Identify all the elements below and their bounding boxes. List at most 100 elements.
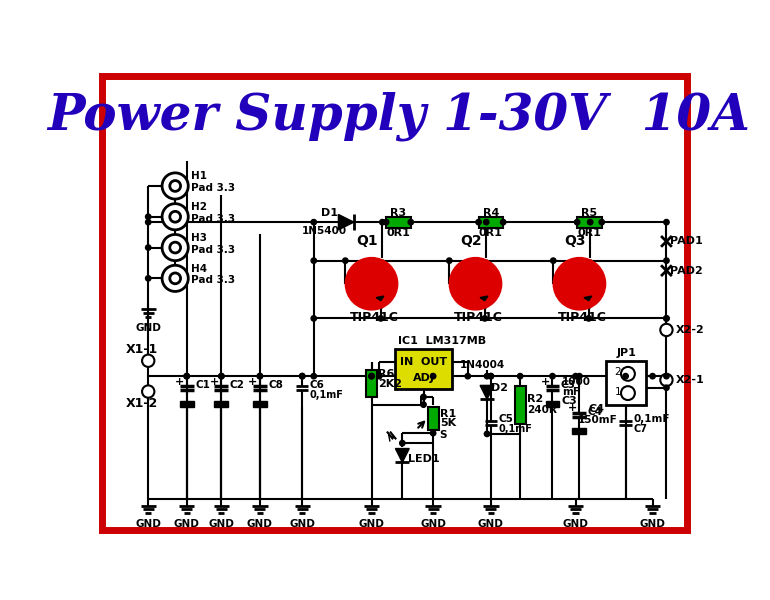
Circle shape — [146, 214, 151, 220]
Text: +: + — [209, 377, 219, 386]
Circle shape — [142, 385, 154, 398]
Circle shape — [661, 374, 673, 386]
Circle shape — [184, 373, 189, 379]
Circle shape — [664, 316, 669, 321]
Text: 0R1: 0R1 — [578, 228, 601, 238]
Circle shape — [184, 373, 189, 379]
Text: D1: D1 — [322, 208, 339, 218]
Text: H4
Pad 3.3: H4 Pad 3.3 — [191, 264, 235, 286]
Circle shape — [369, 373, 374, 379]
Circle shape — [586, 316, 591, 321]
Circle shape — [430, 430, 436, 436]
Circle shape — [343, 258, 348, 263]
Polygon shape — [480, 296, 488, 301]
Circle shape — [650, 373, 655, 379]
Text: H3
Pad 3.3: H3 Pad 3.3 — [191, 233, 235, 254]
Circle shape — [146, 220, 151, 225]
Circle shape — [311, 258, 316, 263]
Circle shape — [465, 373, 470, 379]
Text: GND: GND — [136, 323, 161, 333]
Polygon shape — [584, 296, 592, 301]
Circle shape — [484, 373, 490, 379]
Bar — [387, 217, 411, 227]
Text: D2: D2 — [491, 383, 508, 392]
Circle shape — [408, 220, 413, 225]
Circle shape — [599, 220, 604, 225]
Circle shape — [484, 220, 489, 225]
Text: 0R1: 0R1 — [479, 228, 503, 238]
Text: PAD1: PAD1 — [670, 236, 703, 247]
Text: IC1  LM317MB: IC1 LM317MB — [399, 337, 487, 346]
Text: R5: R5 — [581, 208, 598, 218]
Bar — [214, 401, 228, 407]
Circle shape — [146, 275, 151, 281]
Text: E: E — [419, 396, 427, 406]
Polygon shape — [376, 296, 384, 301]
Text: 1N5400: 1N5400 — [302, 226, 347, 236]
Text: X1-1: X1-1 — [126, 343, 158, 356]
Circle shape — [420, 402, 427, 407]
Text: C2: C2 — [229, 380, 245, 389]
Circle shape — [447, 258, 452, 263]
Text: C4: C4 — [588, 404, 604, 414]
Circle shape — [369, 373, 374, 379]
Text: GND: GND — [420, 520, 446, 529]
Text: 1: 1 — [614, 388, 621, 397]
Circle shape — [588, 220, 593, 225]
Circle shape — [169, 211, 180, 222]
Text: IN  OUT: IN OUT — [400, 357, 447, 367]
Text: 0,1mF: 0,1mF — [633, 414, 670, 424]
Text: 1N4004: 1N4004 — [460, 359, 505, 370]
Bar — [253, 401, 267, 407]
Circle shape — [577, 373, 582, 379]
Text: +: + — [248, 377, 257, 386]
Text: GND: GND — [174, 520, 199, 529]
Polygon shape — [480, 385, 494, 399]
Circle shape — [664, 385, 669, 391]
Text: mF: mF — [562, 386, 580, 397]
Bar — [367, 370, 377, 397]
Circle shape — [162, 173, 188, 199]
Text: 2K2: 2K2 — [379, 379, 403, 389]
Text: GND: GND — [136, 520, 161, 529]
Text: 0,1mF: 0,1mF — [310, 389, 343, 400]
Circle shape — [488, 373, 494, 379]
Circle shape — [420, 394, 427, 400]
Circle shape — [378, 316, 383, 321]
Text: 0R1: 0R1 — [387, 228, 410, 238]
Text: X1-2: X1-2 — [126, 397, 158, 410]
Circle shape — [311, 373, 316, 379]
Bar — [607, 361, 646, 406]
Text: C4: C4 — [588, 407, 603, 416]
Bar — [179, 401, 193, 407]
Circle shape — [380, 220, 385, 225]
Circle shape — [383, 220, 389, 225]
Text: 240R: 240R — [527, 404, 557, 415]
Circle shape — [573, 373, 578, 379]
Text: 0,1mF: 0,1mF — [499, 424, 532, 434]
Text: GND: GND — [209, 520, 234, 529]
Text: X2-1: X2-1 — [676, 375, 705, 385]
Text: Q3: Q3 — [564, 235, 585, 248]
Text: GND: GND — [359, 520, 384, 529]
Text: TIP41C: TIP41C — [557, 311, 607, 324]
Text: 150mF: 150mF — [578, 415, 618, 425]
Text: +: + — [175, 377, 184, 386]
Text: R6: R6 — [379, 369, 395, 379]
Circle shape — [169, 273, 180, 284]
Circle shape — [551, 258, 556, 263]
Circle shape — [345, 257, 397, 310]
Circle shape — [219, 373, 224, 379]
Text: GND: GND — [290, 520, 315, 529]
Bar — [394, 349, 453, 389]
Circle shape — [162, 235, 188, 260]
Circle shape — [664, 373, 669, 379]
Text: Q2: Q2 — [460, 235, 482, 248]
Circle shape — [553, 257, 605, 310]
Circle shape — [476, 220, 481, 225]
Text: C6: C6 — [310, 380, 325, 389]
Text: C3: C3 — [561, 380, 576, 389]
Text: Q1: Q1 — [356, 235, 378, 248]
Circle shape — [300, 373, 305, 379]
Text: R4: R4 — [483, 208, 499, 218]
